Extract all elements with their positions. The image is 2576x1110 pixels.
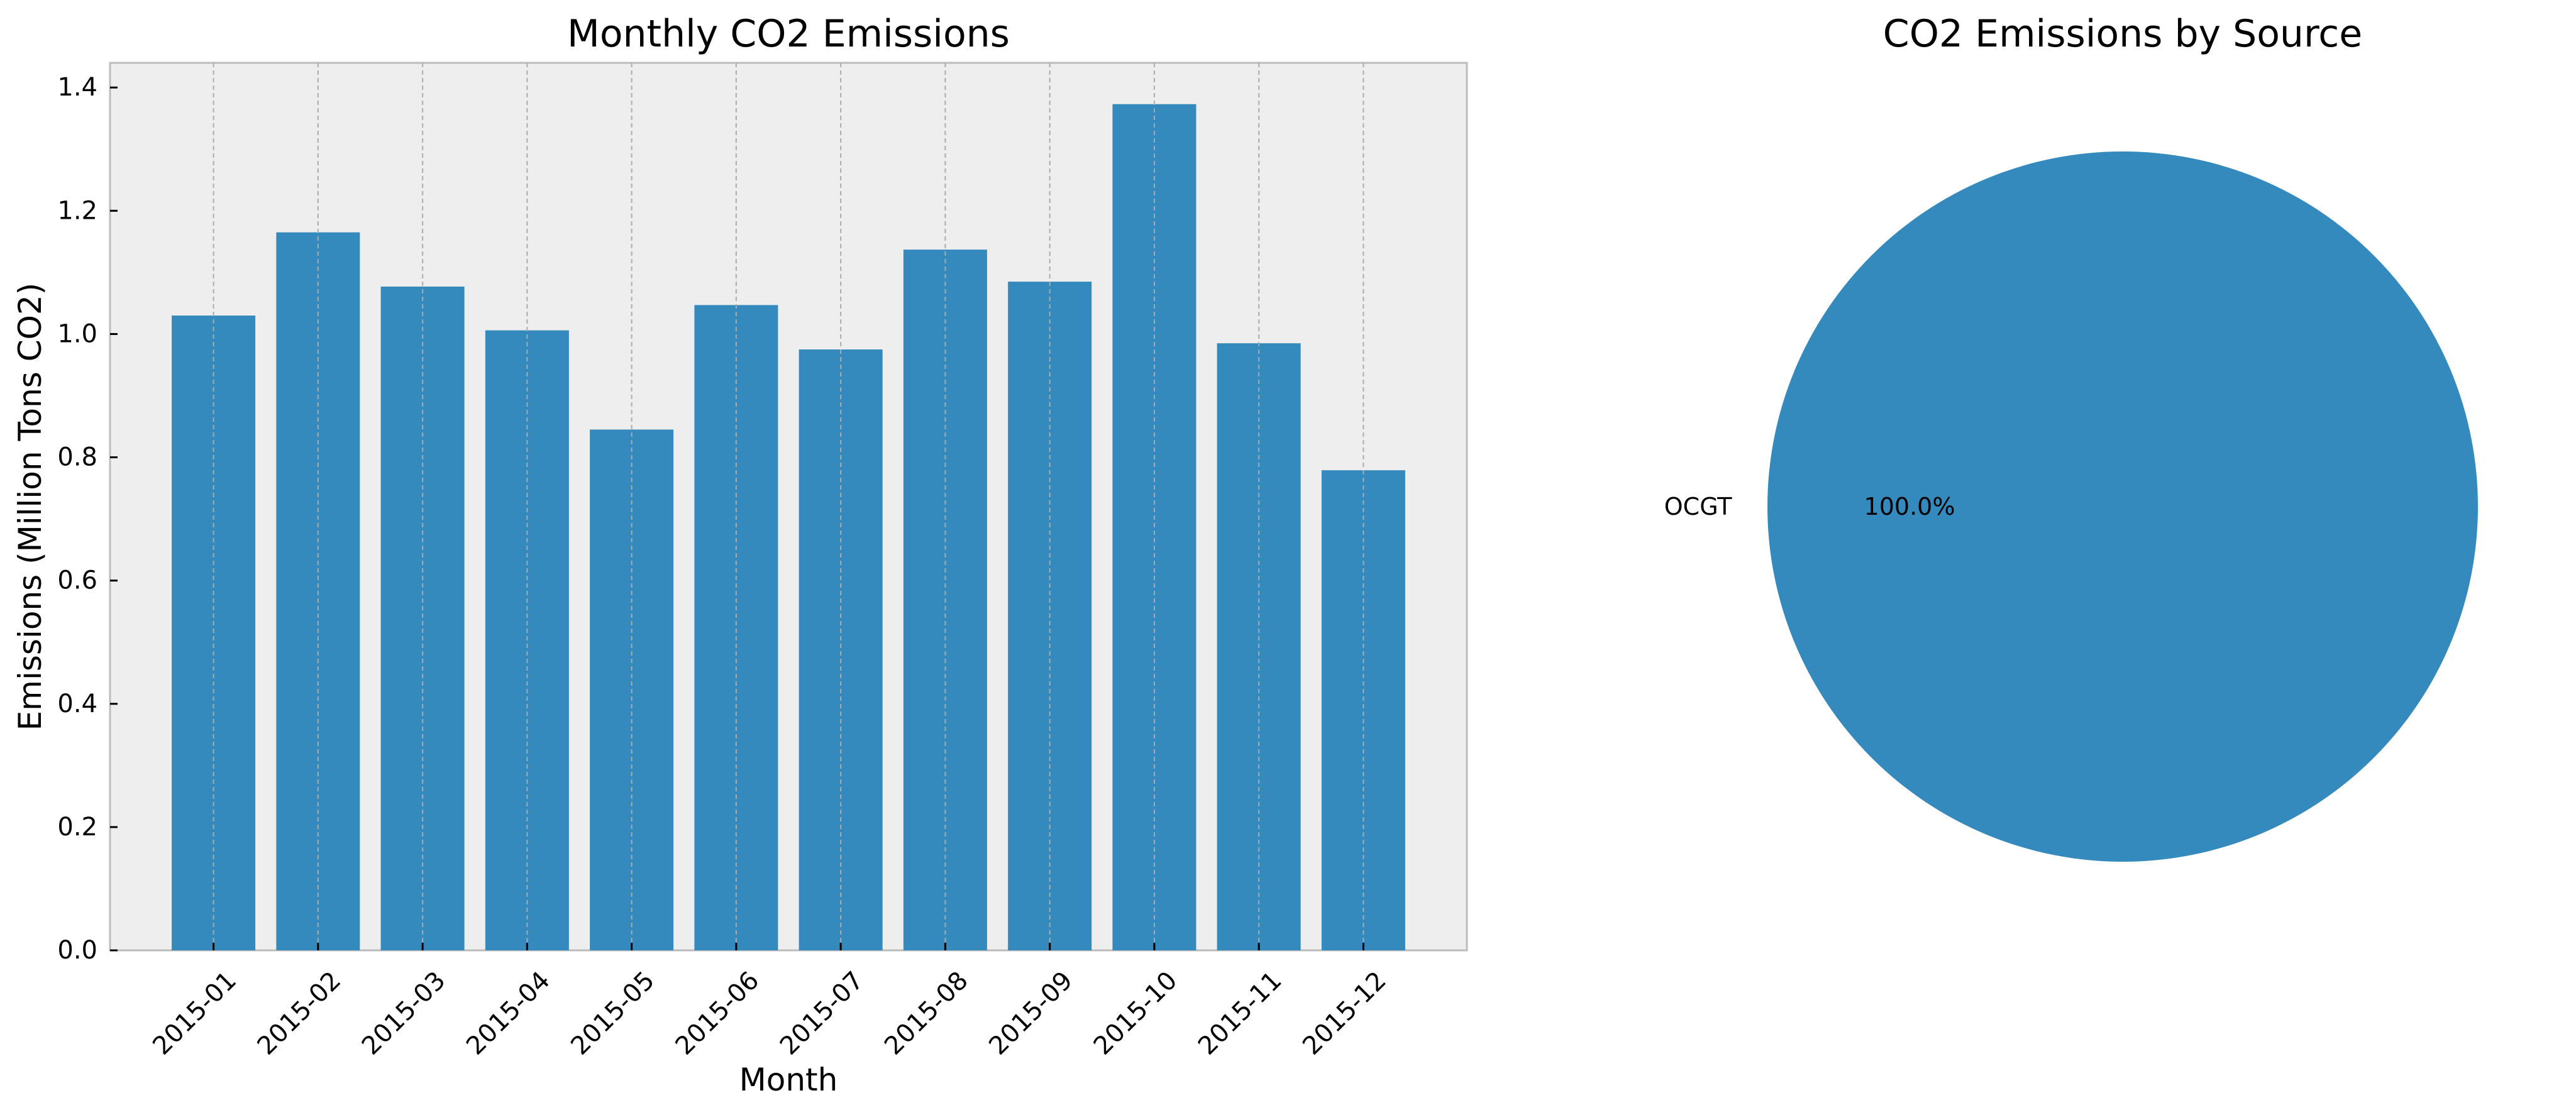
y-tick-label: 1.0: [57, 319, 97, 348]
y-tick-label: 1.4: [57, 73, 97, 102]
x-tick-label: 2015-09: [983, 966, 1078, 1061]
x-tick-label: 2015-02: [252, 966, 347, 1061]
x-tick-label: 2015-10: [1088, 966, 1183, 1061]
pie-slice-label: OCGT: [1664, 493, 1733, 520]
y-tick-label: 0.4: [57, 690, 97, 718]
x-tick-label: 2015-12: [1297, 966, 1392, 1061]
x-tick-label: 2015-01: [147, 966, 242, 1061]
y-tick-label: 0.8: [57, 443, 97, 472]
pie-chart-title: CO2 Emissions by Source: [1883, 12, 2362, 56]
bar-y-ticks: 0.0 0.2 0.4 0.6 0.8 1.0 1.2 1.4: [57, 73, 118, 965]
x-tick-label: 2015-04: [461, 966, 556, 1061]
x-tick-label: 2015-05: [565, 966, 660, 1061]
bar-2015-06: [694, 305, 778, 950]
x-tick-label: 2015-08: [879, 966, 974, 1061]
bar-chart-title: Monthly CO2 Emissions: [567, 12, 1010, 56]
y-tick-label: 1.2: [57, 196, 97, 225]
x-tick-label: 2015-07: [775, 966, 870, 1061]
x-tick-label: 2015-03: [357, 966, 451, 1061]
y-tick-label: 0.0: [57, 936, 97, 965]
y-tick-label: 0.2: [57, 813, 97, 842]
y-tick-label: 0.6: [57, 566, 97, 595]
bar-bars: [172, 63, 1405, 951]
bar-2015-07: [799, 349, 883, 950]
x-tick-label: 2015-06: [670, 966, 765, 1061]
bar-chart: 2015-01 2015-02 2015-03 2015-04 2015-05 2015-…: [12, 12, 1468, 1098]
pie-percent-label: 100.0%: [1864, 493, 1955, 520]
pie-slices: [1767, 151, 2478, 862]
bar-x-ticks: 2015-01 2015-02 2015-03 2015-04 2015-05 2015-…: [147, 943, 1392, 1061]
pie-slice-OCGT: [1767, 151, 2478, 862]
pie-labels: OCGT 100.0%: [1664, 493, 1955, 520]
x-tick-label: 2015-11: [1193, 966, 1288, 1061]
pie-chart: CO2 Emissions by Source OCGT 100.0%: [1664, 12, 2478, 862]
bar-y-axis-label: Emissions (Million Tons CO2): [12, 283, 48, 731]
bar-x-axis-label: Month: [739, 1062, 838, 1098]
